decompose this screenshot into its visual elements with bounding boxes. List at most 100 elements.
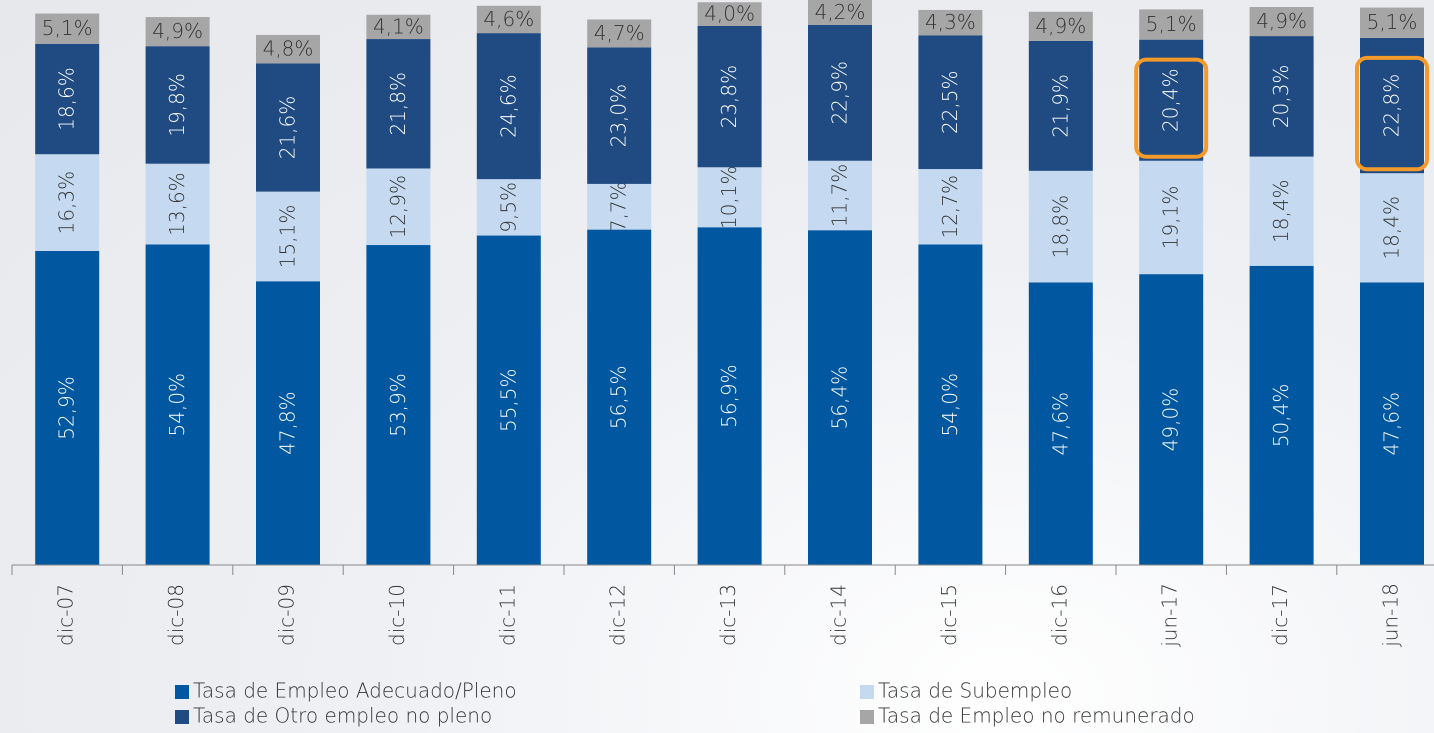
x-tick-label: dic-16: [1047, 584, 1071, 646]
data-label: 4,9%: [1035, 14, 1086, 38]
data-label: 12,7%: [938, 175, 962, 239]
bar-segment: [1139, 9, 1204, 40]
bar-segment: [697, 25, 762, 168]
data-label: 55,5%: [496, 368, 520, 432]
bar-segment: [256, 281, 320, 565]
data-label: 18,6%: [55, 67, 79, 131]
x-tick-label: dic-14: [827, 584, 851, 646]
bar-segment: [1249, 7, 1314, 37]
data-label: 56,9%: [717, 364, 741, 428]
bar-segment: [1028, 170, 1093, 283]
bar-segment: [587, 19, 652, 48]
bar-segment: [808, 24, 872, 161]
data-label: 4,7%: [594, 21, 645, 45]
bar-segment: [587, 229, 652, 565]
data-label: 11,7%: [828, 164, 852, 228]
data-label: 5,1%: [42, 16, 93, 40]
bar-segment: [918, 9, 983, 36]
data-label: 52,9%: [55, 376, 79, 440]
legend-label: Tasa de Empleo no remunerado: [878, 704, 1195, 728]
data-label: 18,4%: [1269, 179, 1293, 243]
bar-segment: [476, 235, 541, 566]
data-label: 23,0%: [607, 84, 631, 148]
data-label: 4,1%: [373, 14, 424, 38]
data-label: 20,4%: [1159, 68, 1183, 132]
bar-segment: [918, 35, 983, 170]
bar-segment: [1360, 173, 1424, 283]
legend-swatch: [860, 685, 874, 699]
bar-segment: [918, 244, 983, 565]
bar-segment: [256, 191, 320, 282]
legend-swatch: [175, 710, 189, 724]
bar-segment: [1249, 36, 1314, 157]
bar-segment: [1028, 282, 1093, 565]
data-label: 24,6%: [496, 74, 520, 138]
bar-segment: [1360, 282, 1424, 565]
x-tick-label: jun-17: [1158, 583, 1182, 648]
bar-segment: [1249, 156, 1314, 266]
data-label: 21,9%: [1048, 74, 1072, 138]
data-label: 47,6%: [1380, 392, 1404, 456]
data-label: 5,1%: [1367, 10, 1418, 34]
data-label: 15,1%: [276, 205, 300, 269]
bar-segment: [697, 227, 762, 565]
data-label: 56,5%: [607, 366, 631, 430]
bar-segment: [1360, 7, 1424, 38]
data-label: 19,8%: [165, 73, 189, 137]
bar-segment: [35, 13, 100, 44]
data-label: 10,1%: [717, 165, 741, 229]
legend-label: Tasa de Otro empleo no pleno: [193, 704, 492, 728]
data-label: 22,5%: [938, 71, 962, 135]
data-label: 47,8%: [276, 391, 300, 455]
x-tick-label: dic-09: [275, 584, 299, 646]
data-label: 49,0%: [1159, 388, 1183, 452]
data-label: 20,3%: [1269, 65, 1293, 129]
bar-segment: [256, 34, 320, 64]
bar-segment: [476, 179, 541, 236]
x-tick-label: dic-13: [716, 584, 740, 646]
bar-segment: [1028, 11, 1093, 41]
data-label: 23,8%: [717, 65, 741, 129]
data-label: 16,3%: [55, 171, 79, 235]
data-label: 21,6%: [276, 96, 300, 160]
bar-segment: [366, 168, 431, 246]
bar-segment: [1028, 40, 1093, 171]
x-tick-label: dic-15: [937, 584, 961, 646]
x-tick-label: dic-10: [385, 584, 409, 646]
data-label: 18,4%: [1380, 196, 1404, 260]
x-tick-label: dic-17: [1268, 584, 1292, 646]
x-tick-label: dic-12: [606, 584, 630, 646]
data-label: 56,4%: [828, 366, 852, 430]
data-label: 54,0%: [938, 373, 962, 437]
bar-segment: [808, 160, 872, 231]
x-tick-label: dic-08: [164, 584, 188, 646]
data-label: 22,9%: [828, 61, 852, 125]
data-label: 7,7%: [607, 181, 631, 232]
bar-segment: [1139, 274, 1204, 565]
bar-segment: [587, 183, 652, 230]
legend-label: Tasa de Empleo Adecuado/Pleno: [193, 679, 517, 703]
data-label: 4,0%: [704, 2, 755, 26]
data-label: 4,9%: [1256, 9, 1307, 33]
data-label: 22,8%: [1380, 74, 1404, 138]
data-label: 4,6%: [483, 7, 534, 31]
bar-segment: [1139, 160, 1204, 275]
bar-segment: [587, 47, 652, 184]
bar-segment: [35, 154, 100, 251]
bar-segment: [145, 17, 210, 47]
data-label: 54,0%: [165, 373, 189, 437]
bar-segment: [1360, 37, 1424, 174]
legend-swatch: [860, 710, 874, 724]
bar-segment: [366, 245, 431, 566]
data-label: 4,8%: [263, 37, 314, 61]
data-label: 5,1%: [1146, 12, 1197, 36]
legend-swatch: [175, 685, 189, 699]
bar-segment: [697, 167, 762, 228]
data-label: 19,1%: [1159, 186, 1183, 250]
x-tick-label: jun-18: [1379, 583, 1403, 648]
data-label: 13,6%: [165, 172, 189, 236]
data-label: 4,3%: [925, 10, 976, 34]
data-label: 18,8%: [1048, 195, 1072, 259]
